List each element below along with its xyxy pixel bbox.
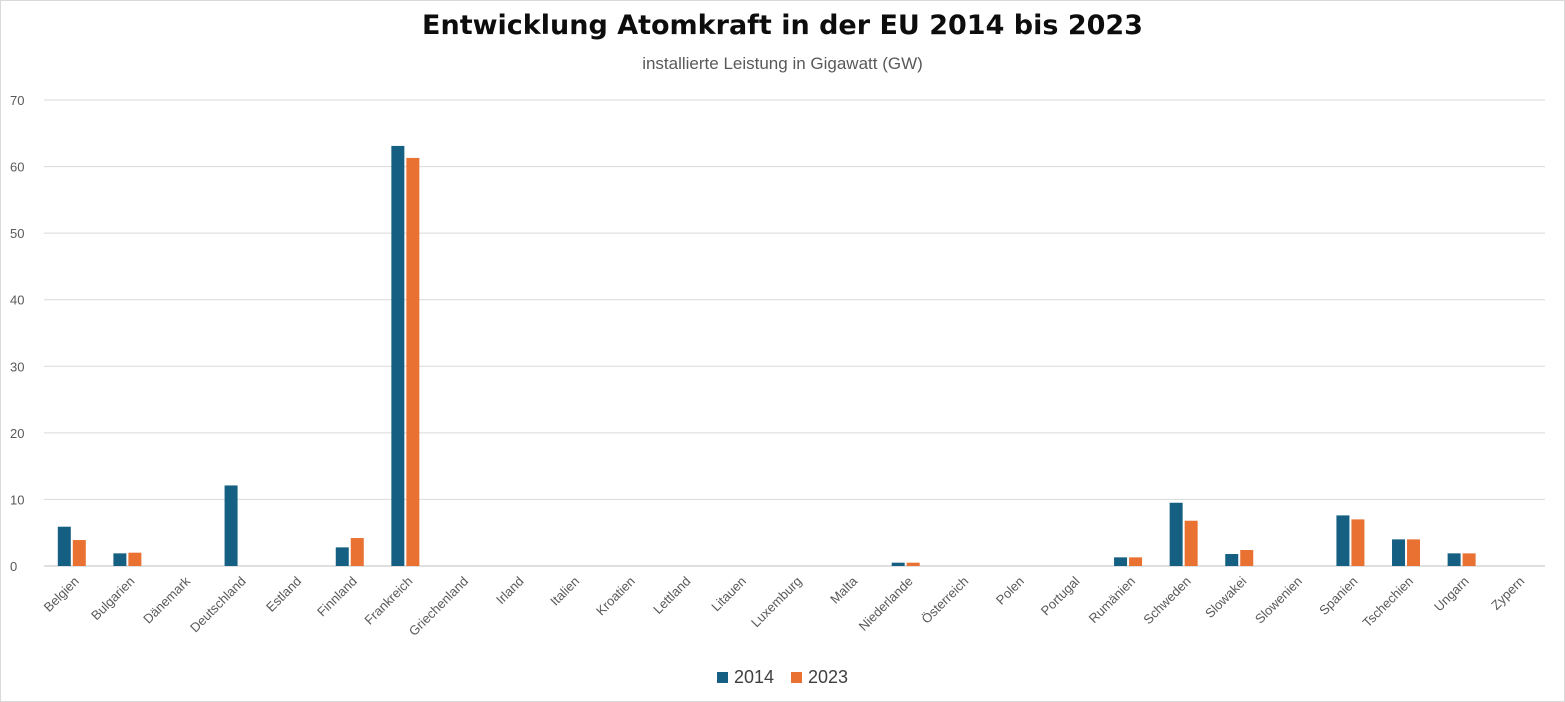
bar-2014	[113, 553, 127, 566]
bar-2014	[391, 145, 405, 567]
bar-2023	[1129, 557, 1143, 566]
bar-2023	[1462, 553, 1476, 566]
x-tick-label: Schweden	[1140, 574, 1194, 628]
bar-2023	[1407, 539, 1421, 566]
y-tick-label: 50	[10, 226, 24, 241]
bar-2014	[335, 547, 349, 566]
bar-2014	[1392, 539, 1406, 566]
y-tick-label: 70	[10, 93, 24, 108]
bar-2023	[1184, 520, 1198, 566]
x-tick-label: Zypern	[1488, 574, 1527, 613]
bar-2014	[1169, 502, 1183, 566]
bar-2014	[1336, 515, 1350, 566]
legend-item-2014: 2014	[716, 667, 774, 688]
x-tick-label: Frankreich	[361, 574, 415, 628]
x-tick-label: Lettland	[650, 574, 693, 617]
bar-2023	[906, 562, 920, 566]
bar-2014	[224, 485, 238, 566]
x-tick-label: Italien	[547, 574, 582, 609]
bar-2023	[350, 538, 364, 566]
y-tick-label: 0	[10, 559, 17, 574]
bar-2023	[406, 157, 420, 566]
x-tick-label: Litauen	[708, 574, 749, 615]
x-tick-label: Ungarn	[1431, 574, 1472, 615]
x-tick-label: Luxemburg	[748, 574, 805, 631]
bar-2014	[1225, 554, 1239, 566]
legend-label-2023: 2023	[808, 667, 849, 687]
y-tick-label: 30	[10, 359, 24, 374]
x-tick-label: Deutschland	[187, 574, 249, 636]
y-tick-label: 10	[10, 492, 24, 507]
bar-2023	[1240, 550, 1254, 566]
y-tick-label: 60	[10, 160, 24, 175]
legend-swatch-2023	[791, 672, 802, 683]
bar-2014	[1447, 553, 1461, 566]
x-tick-label: Estland	[263, 574, 304, 615]
legend-label-2014: 2014	[733, 667, 774, 687]
x-tick-label: Niederlande	[856, 574, 916, 634]
x-tick-label: Finnland	[314, 574, 360, 620]
x-tick-label: Portugal	[1038, 573, 1083, 618]
legend-swatch-2014	[716, 672, 728, 683]
x-tick-label: Irland	[493, 574, 527, 608]
x-tick-label: Spanien	[1316, 574, 1360, 618]
x-tick-label: Rumänien	[1086, 574, 1139, 627]
x-tick-label: Slowenien	[1252, 574, 1305, 627]
bar-2023	[72, 540, 86, 566]
x-tick-label: Tschechien	[1360, 574, 1417, 631]
chart-title: Entwicklung Atomkraft in der EU 2014 bis…	[422, 10, 1143, 41]
bar-2014	[57, 526, 71, 566]
legend-item-2023: 2023	[791, 667, 848, 688]
x-tick-label: Dänemark	[140, 573, 193, 626]
bar-2023	[1351, 519, 1365, 566]
bar-2014	[891, 562, 905, 566]
x-tick-label: Kroatien	[593, 574, 638, 619]
x-tick-label: Slowakei	[1202, 573, 1249, 620]
chart-subtitle: installierte Leistung in Gigawatt (GW)	[642, 54, 923, 73]
bar-2014	[1114, 557, 1128, 566]
chart-legend: 2014 2023	[0, 667, 1565, 688]
x-tick-label: Malta	[827, 573, 861, 607]
y-tick-label: 40	[10, 293, 24, 308]
x-tick-label: Österreich	[918, 574, 971, 627]
y-tick-label: 20	[10, 426, 24, 441]
bar-2023	[128, 552, 142, 566]
x-tick-label: Polen	[993, 574, 1027, 608]
x-tick-label: Bulgarien	[88, 574, 137, 623]
x-tick-label: Griechenland	[406, 574, 471, 639]
x-tick-label: Belgien	[41, 574, 82, 615]
